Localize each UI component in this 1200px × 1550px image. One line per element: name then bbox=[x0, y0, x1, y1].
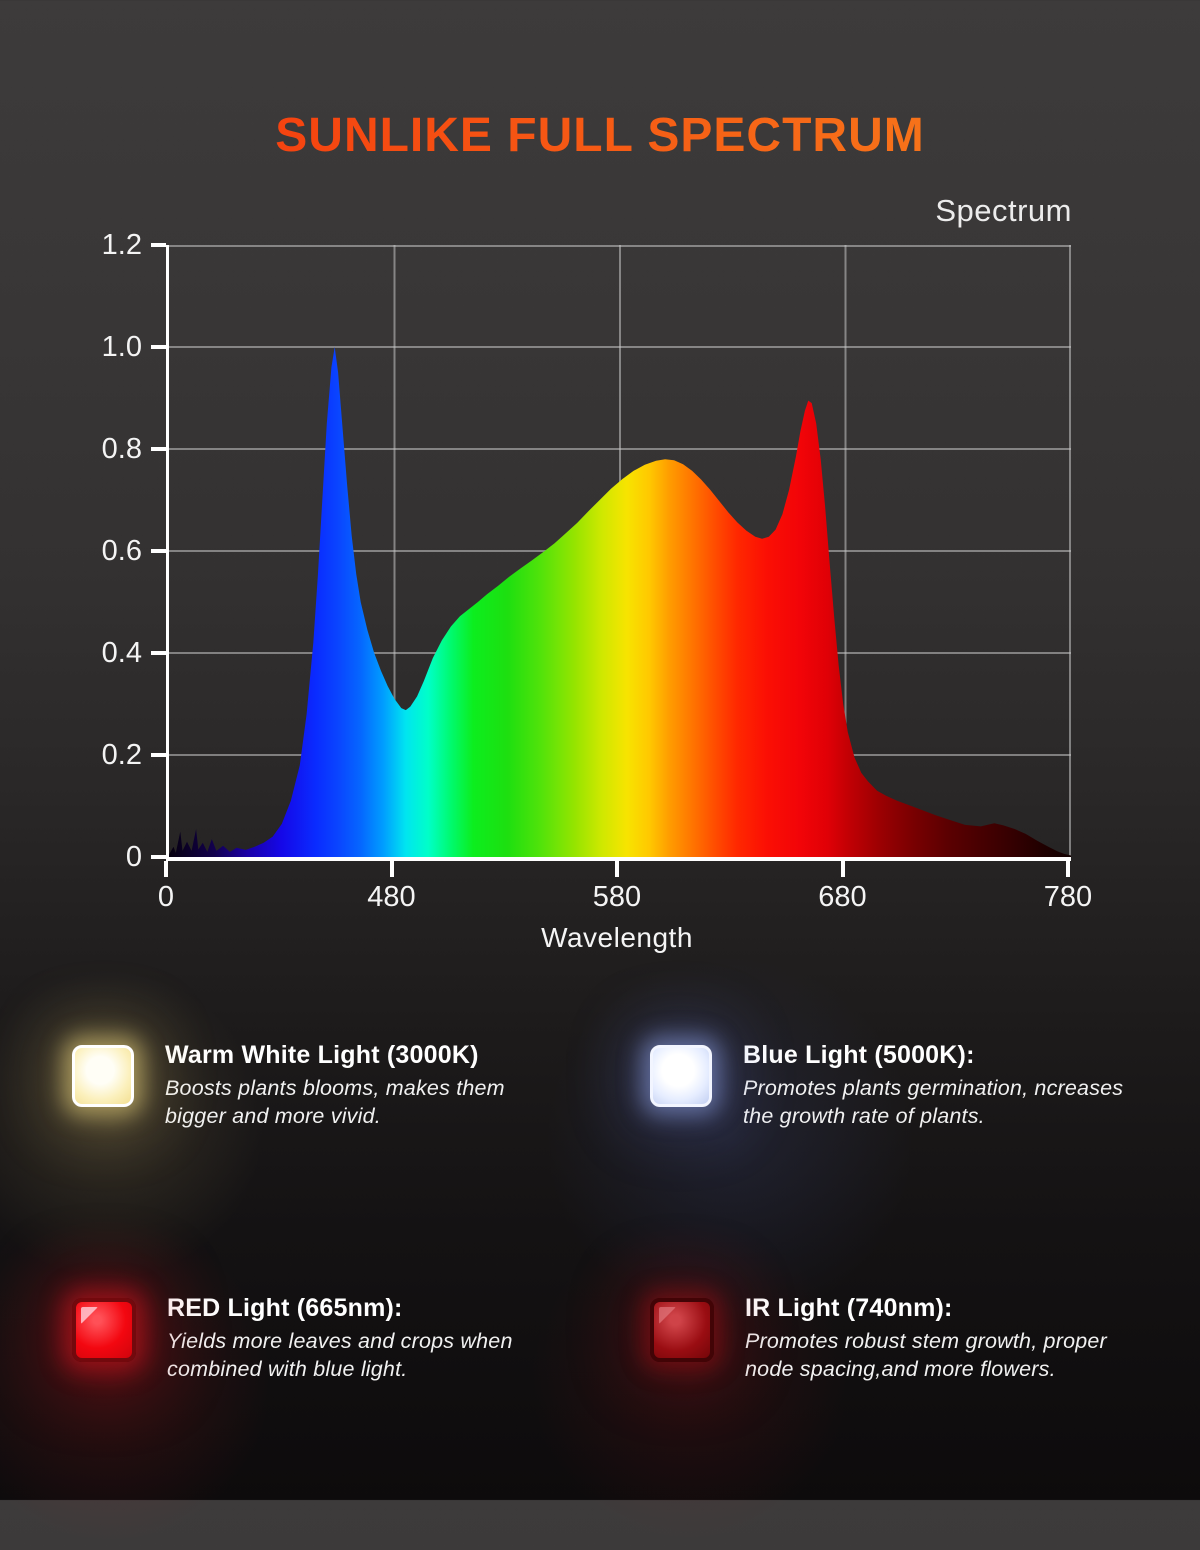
y-tick-label: 0 bbox=[125, 841, 142, 873]
warm-white-led-icon bbox=[72, 1045, 134, 1107]
y-tick-mark bbox=[151, 447, 166, 451]
x-tick-label: 680 bbox=[818, 881, 867, 913]
y-tick-label: 0.6 bbox=[101, 535, 142, 567]
y-tick-label: 0.4 bbox=[101, 637, 142, 669]
legend-title-red: RED Light (665nm): bbox=[167, 1294, 403, 1322]
legend-text-ir: IR Light (740nm): Promotes robust stem g… bbox=[745, 1294, 1107, 1384]
legend-title-blue: Blue Light (5000K): bbox=[743, 1041, 975, 1069]
legend-item-warm-white: Warm White Light (3000K) Boosts plants b… bbox=[72, 1041, 592, 1131]
legend-title-ir: IR Light (740nm): bbox=[745, 1294, 953, 1322]
spectrum-chart-plot-area bbox=[166, 245, 1071, 861]
legend-text-warm-white: Warm White Light (3000K) Boosts plants b… bbox=[165, 1041, 505, 1131]
x-tick-mark bbox=[164, 861, 168, 877]
legend-item-ir: IR Light (740nm): Promotes robust stem g… bbox=[650, 1294, 1170, 1384]
legend-desc-red: Yields more leaves and crops when combin… bbox=[167, 1329, 513, 1381]
y-tick-mark bbox=[151, 855, 166, 859]
y-tick-mark bbox=[151, 753, 166, 757]
y-tick-mark bbox=[151, 243, 166, 247]
legend-desc-warm-white: Boosts plants blooms, makes them bigger … bbox=[165, 1076, 505, 1128]
y-tick-label: 1.2 bbox=[101, 229, 142, 261]
x-tick-mark bbox=[840, 861, 845, 877]
legend-item-blue: Blue Light (5000K): Promotes plants germ… bbox=[650, 1041, 1170, 1131]
y-tick-mark bbox=[151, 345, 166, 349]
x-axis-title: Wavelength bbox=[541, 922, 693, 953]
legend-item-red: RED Light (665nm): Yields more leaves an… bbox=[72, 1294, 592, 1384]
x-tick-label: 480 bbox=[367, 881, 416, 913]
legend-desc-blue: Promotes plants germination, ncreases th… bbox=[743, 1076, 1124, 1128]
y-tick-label: 0.8 bbox=[101, 433, 142, 465]
legend-title-warm-white: Warm White Light (3000K) bbox=[165, 1041, 479, 1069]
ir-led-icon bbox=[650, 1298, 714, 1362]
x-tick-mark bbox=[615, 861, 619, 877]
spectrum-area-chart bbox=[169, 245, 1071, 857]
chart-series-label: Spectrum bbox=[935, 193, 1072, 228]
x-tick-label: 0 bbox=[157, 881, 175, 913]
red-led-icon bbox=[72, 1298, 136, 1362]
page-title: SUNLIKE FULL SPECTRUM bbox=[0, 108, 1200, 163]
blue-ambient-glow bbox=[520, 950, 940, 1330]
y-tick-mark bbox=[151, 651, 166, 655]
y-tick-mark bbox=[151, 549, 166, 553]
y-tick-label: 1.0 bbox=[101, 331, 142, 363]
x-tick-label: 580 bbox=[592, 881, 642, 913]
legend-desc-ir: Promotes robust stem growth, proper node… bbox=[745, 1329, 1107, 1381]
x-tick-label: 780 bbox=[1043, 881, 1093, 913]
x-tick-mark bbox=[1066, 861, 1070, 877]
legend-text-blue: Blue Light (5000K): Promotes plants germ… bbox=[743, 1041, 1123, 1131]
x-tick-mark bbox=[389, 861, 394, 877]
legend-text-red: RED Light (665nm): Yields more leaves an… bbox=[167, 1294, 513, 1384]
blue-led-icon bbox=[650, 1045, 712, 1107]
y-tick-label: 0.2 bbox=[101, 739, 142, 771]
